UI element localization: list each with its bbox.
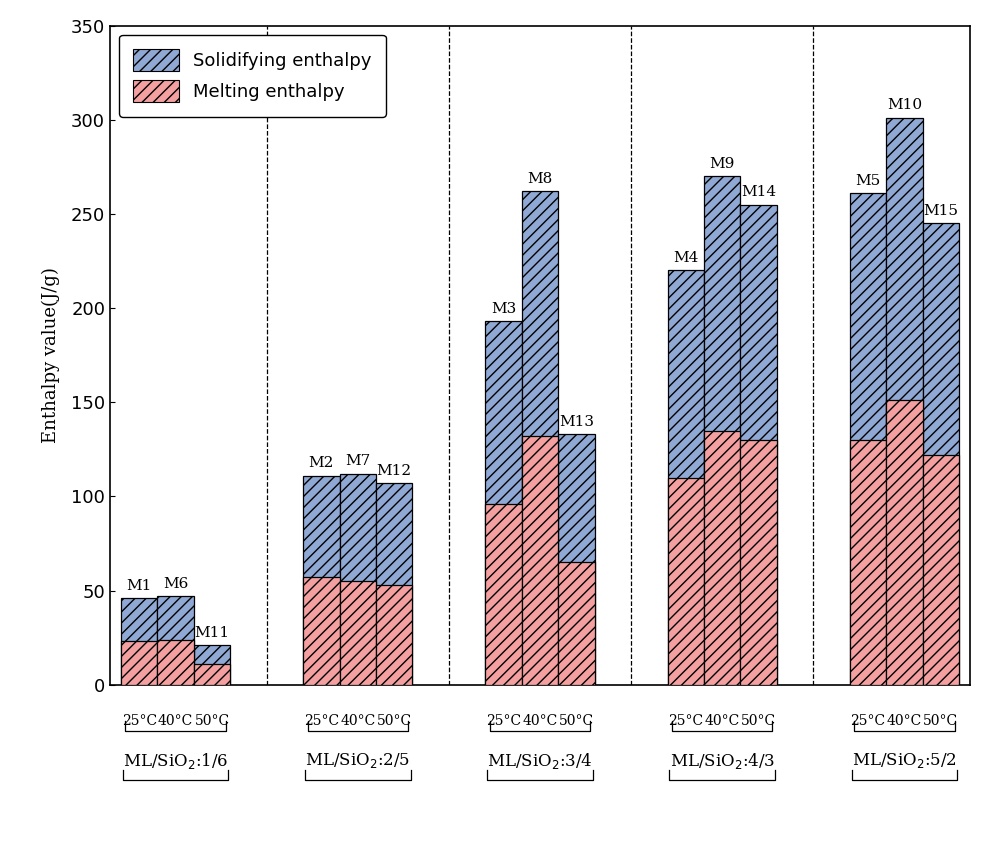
Bar [558, 562, 595, 685]
Text: ML/SiO$_2$:5/2: ML/SiO$_2$:5/2 [852, 751, 957, 770]
Bar [740, 440, 777, 685]
Text: ML/SiO$_2$:3/4: ML/SiO$_2$:3/4 [487, 751, 593, 770]
Text: 40°C: 40°C [340, 715, 375, 728]
Bar [886, 118, 923, 685]
Text: ML/SiO$_2$:2/5: ML/SiO$_2$:2/5 [305, 751, 410, 770]
Bar [850, 440, 886, 685]
Text: M15: M15 [923, 204, 958, 217]
Text: M5: M5 [855, 174, 881, 187]
Bar [157, 597, 194, 685]
Text: 50°C: 50°C [194, 715, 230, 728]
Bar [740, 205, 777, 685]
Text: 25°C: 25°C [304, 715, 339, 728]
Text: 50°C: 50°C [923, 715, 958, 728]
Text: M1: M1 [126, 579, 152, 592]
Text: ML/SiO$_2$:4/3: ML/SiO$_2$:4/3 [670, 751, 775, 770]
Text: 40°C: 40°C [887, 715, 922, 728]
Text: 50°C: 50°C [741, 715, 776, 728]
Text: M10: M10 [887, 98, 922, 112]
Text: M11: M11 [194, 626, 230, 639]
Text: M4: M4 [673, 251, 698, 265]
Bar [886, 401, 923, 685]
Text: 25°C: 25°C [850, 715, 886, 728]
Text: 40°C: 40°C [522, 715, 558, 728]
Legend: Solidifying enthalpy, Melting enthalpy: Solidifying enthalpy, Melting enthalpy [119, 35, 386, 116]
Bar [704, 431, 740, 685]
Bar [376, 585, 412, 685]
Text: M9: M9 [710, 157, 735, 170]
Text: 25°C: 25°C [122, 715, 157, 728]
Bar [522, 192, 558, 685]
Bar [121, 598, 157, 685]
Bar [485, 321, 522, 685]
Text: M2: M2 [309, 456, 334, 470]
Text: M14: M14 [741, 185, 776, 199]
Text: M13: M13 [559, 414, 594, 429]
Text: M6: M6 [163, 577, 188, 591]
Bar [194, 664, 230, 685]
Bar [157, 639, 194, 685]
Bar [522, 437, 558, 685]
Text: 50°C: 50°C [559, 715, 594, 728]
Bar [485, 504, 522, 685]
Text: 25°C: 25°C [668, 715, 703, 728]
Text: 40°C: 40°C [158, 715, 193, 728]
Bar [668, 270, 704, 685]
Text: 40°C: 40°C [705, 715, 740, 728]
Bar [303, 476, 340, 685]
Bar [194, 645, 230, 685]
Text: M12: M12 [377, 464, 412, 478]
Bar [850, 193, 886, 685]
Bar [923, 455, 959, 685]
Bar [558, 434, 595, 685]
Text: M7: M7 [345, 455, 370, 468]
Text: ML/SiO$_2$:1/6: ML/SiO$_2$:1/6 [123, 751, 228, 770]
Text: 25°C: 25°C [486, 715, 521, 728]
Bar [303, 578, 340, 685]
Bar [668, 478, 704, 685]
Bar [376, 484, 412, 685]
Bar [704, 176, 740, 685]
Bar [340, 581, 376, 685]
Bar [340, 474, 376, 685]
Bar [121, 641, 157, 685]
Y-axis label: Enthalpy value(J/g): Enthalpy value(J/g) [42, 267, 60, 443]
Text: 50°C: 50°C [377, 715, 412, 728]
Text: M3: M3 [491, 301, 516, 316]
Text: M8: M8 [527, 172, 553, 186]
Bar [923, 223, 959, 685]
